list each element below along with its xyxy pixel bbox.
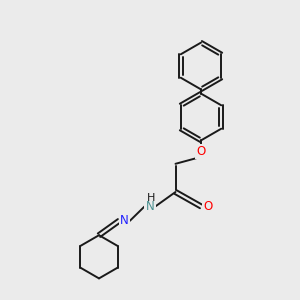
Text: N: N [120, 214, 129, 227]
Text: H: H [147, 193, 156, 203]
Text: N: N [146, 200, 154, 213]
Text: O: O [203, 200, 212, 213]
Text: O: O [196, 145, 206, 158]
